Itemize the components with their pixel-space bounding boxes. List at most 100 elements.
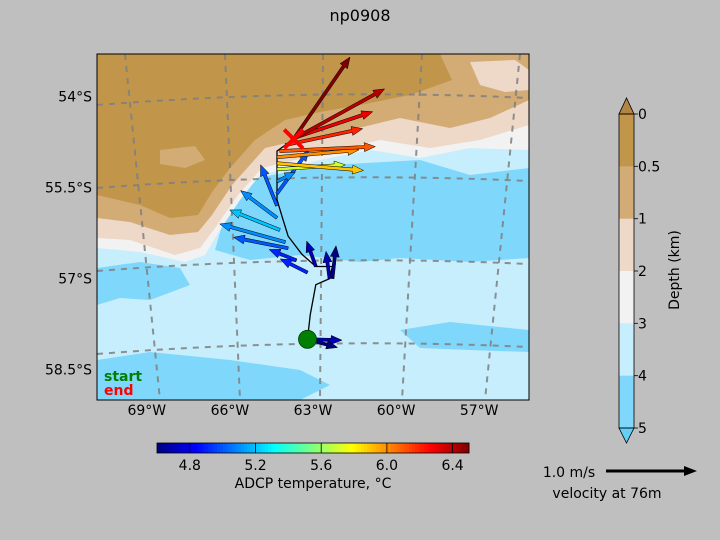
velocity-arrow	[232, 234, 289, 251]
velocity-arrow	[292, 88, 386, 141]
temperature-colorbar-segment	[214, 443, 218, 453]
temperature-colorbar-segment	[178, 443, 182, 453]
velocity-arrow	[279, 258, 309, 275]
temperature-colorbar-segment	[406, 443, 410, 453]
velocity-arrow	[229, 209, 281, 232]
temperature-colorbar-segment	[283, 443, 287, 453]
temperature-colorbar-segment	[313, 443, 317, 453]
x-tick-label: 66°W	[211, 403, 250, 419]
temperature-colorbar-tick-labels: 4.8 5.2 5.6 6.0 6.4	[179, 443, 464, 474]
temperature-colorbar-segment	[454, 443, 458, 453]
temperature-colorbar-tick-label: 4.8	[179, 458, 201, 474]
temperature-colorbar-segment	[253, 443, 257, 453]
start-marker	[298, 329, 317, 349]
temperature-colorbar-segment	[286, 443, 290, 453]
temperature-colorbar: 4.8 5.2 5.6 6.0 6.4 ADCP temperature, °C	[156, 442, 470, 492]
temperature-colorbar-segment	[202, 443, 206, 453]
graticule-latitude	[97, 176, 529, 189]
map-panel: start end	[96, 53, 530, 401]
temperature-colorbar-segment	[172, 443, 176, 453]
temperature-colorbar-segment	[226, 443, 230, 453]
temperature-colorbar-segment	[400, 443, 404, 453]
graticule-longitude	[124, 54, 161, 400]
temperature-colorbar-segment	[430, 443, 434, 453]
temperature-colorbar-segment	[343, 443, 347, 453]
temperature-colorbar-segment	[448, 443, 452, 453]
velocity-arrow	[279, 142, 376, 153]
temperature-colorbar-segment	[193, 443, 197, 453]
temperature-colorbar-segment	[244, 443, 248, 453]
temperature-colorbar-segment	[310, 443, 314, 453]
temperature-colorbar-segment	[364, 443, 368, 453]
chart-title: np0908	[329, 6, 390, 25]
velocity-arrow	[260, 164, 279, 207]
temperature-colorbar-segment	[334, 443, 338, 453]
graticule-longitude	[401, 54, 423, 400]
y-axis-tick-labels: 54°S 55.5°S 57°S 58.5°S	[45, 90, 92, 379]
x-tick-label: 63°W	[294, 403, 333, 419]
temperature-colorbar-segment	[169, 443, 173, 453]
end-marker-stroke	[282, 128, 305, 150]
temperature-colorbar-segment	[415, 443, 419, 453]
y-tick-label: 58.5°S	[45, 363, 92, 379]
depth-colorbar-tick-label: 1	[638, 212, 647, 228]
temperature-colorbar-segment	[190, 443, 194, 453]
velocity-arrow	[240, 190, 279, 220]
temperature-colorbar-segment	[295, 443, 299, 453]
temperature-colorbar-segment	[166, 443, 170, 453]
depth-colorbar-tick-label: 0.5	[638, 159, 660, 175]
temperature-colorbar-segment	[196, 443, 200, 453]
depth-colorbar-band	[619, 166, 634, 220]
temperature-colorbar-segment	[331, 443, 335, 453]
temperature-colorbar-segment	[418, 443, 422, 453]
depth-colorbar-tick-label: 4	[638, 369, 647, 385]
temperature-colorbar-segment	[232, 443, 236, 453]
temperature-colorbar-tick-label: 6.4	[441, 458, 463, 474]
temperature-colorbar-segment	[409, 443, 413, 453]
velocity-vectors	[219, 56, 386, 350]
velocity-key-value: 1.0 m/s	[543, 465, 595, 481]
x-tick-label: 57°W	[460, 403, 499, 419]
temperature-colorbar-segment	[187, 443, 191, 453]
map-frame	[96, 53, 530, 401]
depth-colorbar-band	[619, 271, 634, 324]
temperature-colorbar-tick-label: 5.6	[310, 458, 332, 474]
y-tick-label: 57°S	[58, 272, 92, 288]
temperature-colorbar-segment	[466, 443, 470, 453]
temperature-colorbar-segment	[445, 443, 449, 453]
temperature-colorbar-segment	[229, 443, 233, 453]
depth-colorbar-tick-label: 2	[638, 264, 647, 280]
temperature-colorbar-segment	[373, 443, 377, 453]
temperature-colorbar-segment	[259, 443, 263, 453]
temperature-colorbar-segment	[382, 443, 386, 453]
velocity-arrow	[276, 161, 365, 175]
temperature-colorbar-segment	[316, 443, 320, 453]
temperature-colorbar-segment	[442, 443, 446, 453]
temperature-colorbar-segment	[292, 443, 296, 453]
depth-colorbar-bottom-extension	[618, 427, 635, 444]
temperature-colorbar-segment	[184, 443, 188, 453]
depth-colorbar-tick-labels: 0 0.5 1 2 3 4 5	[634, 107, 660, 437]
depth-colorbar-band	[619, 218, 634, 272]
deep-shelf-patch	[470, 60, 529, 92]
temperature-colorbar-tick-label: 6.0	[376, 458, 398, 474]
temperature-colorbar-segment	[424, 443, 428, 453]
graticule-latitude	[97, 93, 529, 106]
deep-shelf-patch	[160, 146, 205, 168]
temperature-colorbar-segment	[325, 443, 329, 453]
temperature-colorbar-segment	[160, 443, 164, 453]
depth-colorbar-bands	[619, 114, 634, 429]
depth-colorbar-tick-label: 5	[638, 421, 647, 437]
bathymetry-layer	[97, 54, 529, 400]
temperature-colorbar-tick-label: 5.2	[244, 458, 266, 474]
velocity-key: 1.0 m/s velocity at 76m	[543, 465, 697, 502]
temperature-colorbar-segment	[235, 443, 239, 453]
temperature-colorbar-segment	[199, 443, 203, 453]
temperature-colorbar-segment	[241, 443, 245, 453]
temperature-colorbar-segment	[268, 443, 272, 453]
temperature-colorbar-segment	[427, 443, 431, 453]
temperature-colorbar-segment	[391, 443, 395, 453]
velocity-arrow	[268, 249, 298, 263]
temperature-colorbar-segment	[388, 443, 392, 453]
